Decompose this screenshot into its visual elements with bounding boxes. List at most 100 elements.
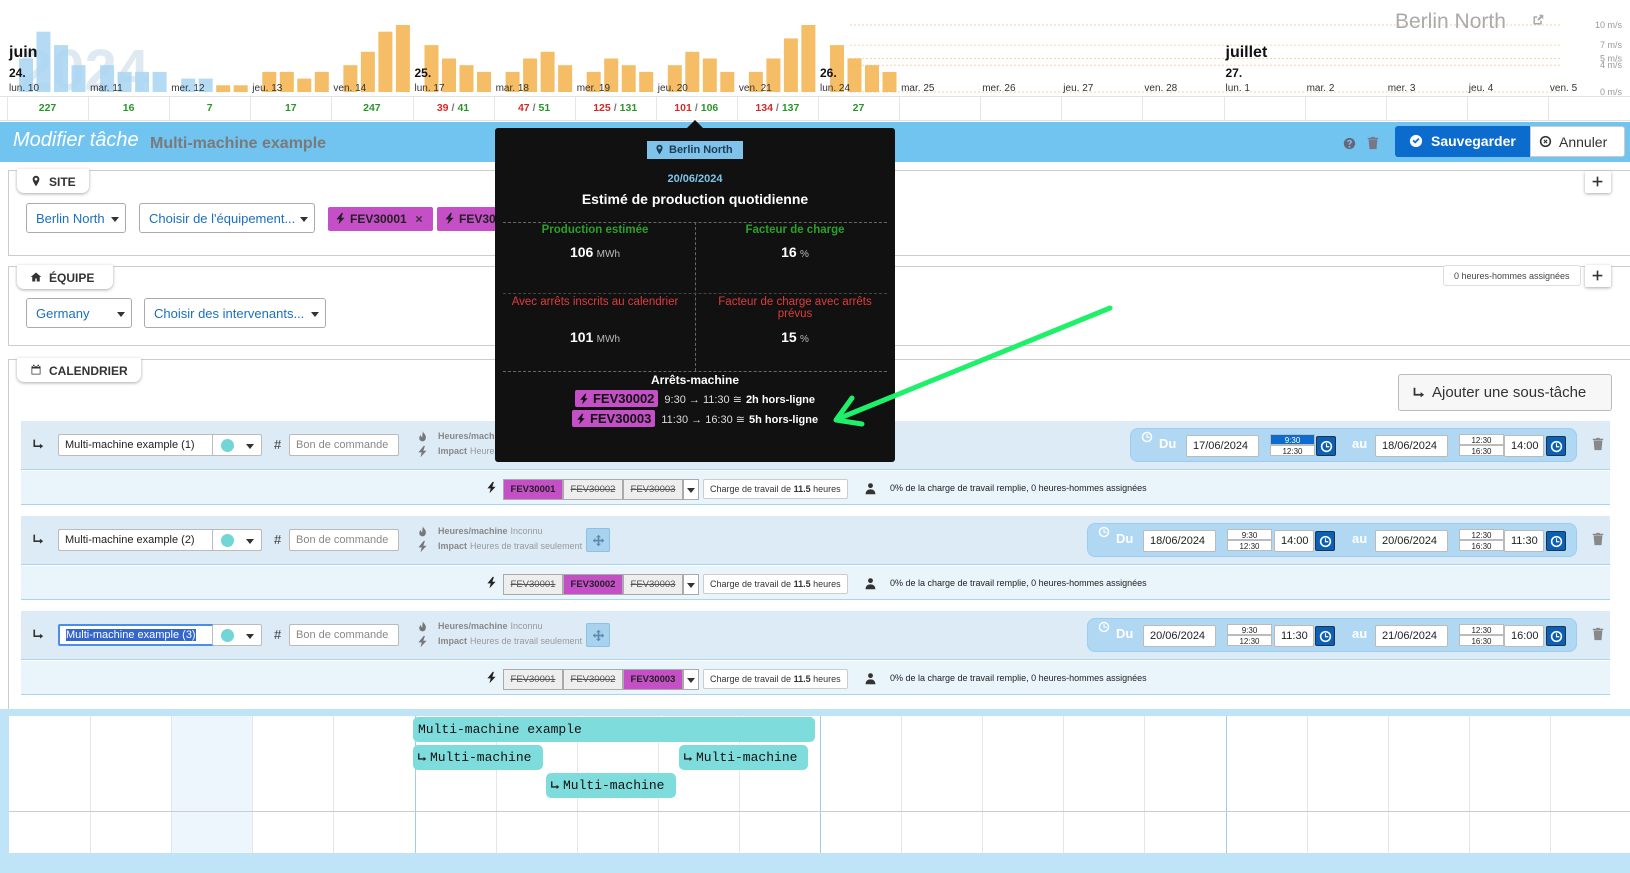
date-input[interactable]: 17/06/2024 (1186, 435, 1259, 457)
site-select[interactable]: Berlin North (26, 203, 126, 233)
time-input[interactable]: 11:30 (1504, 530, 1544, 552)
day-count: 101/106 (656, 102, 737, 116)
order-input[interactable]: Bon de commande (289, 434, 399, 456)
time-input[interactable]: 14:00 (1504, 435, 1544, 457)
machine-dropdown[interactable] (683, 479, 699, 500)
order-input[interactable]: Bon de commande (289, 529, 399, 551)
stops-title: Arrêts-machine (650, 373, 740, 387)
time-slot[interactable]: 12:30 (1459, 529, 1504, 540)
move-button[interactable] (586, 623, 610, 647)
subtask-name-input[interactable]: Multi-machine example (1) (58, 434, 232, 456)
machine-toggle[interactable]: FEV30002 (563, 669, 623, 690)
wind-bar (442, 58, 456, 92)
workload-hours: 11.5 (793, 579, 811, 589)
gantt-bar[interactable]: Multi-machine example (413, 717, 815, 742)
time-button[interactable] (1546, 626, 1566, 646)
bolt-icon (580, 393, 588, 405)
cal-icon (31, 364, 41, 375)
count-separator: / (451, 102, 455, 114)
time-slot[interactable]: 12:30 (1227, 540, 1272, 551)
add-button[interactable] (1585, 265, 1611, 287)
machine-toggle[interactable]: FEV30001 (503, 479, 563, 500)
subtask-name-input[interactable]: Multi-machine example (2) (58, 529, 232, 551)
time-slot[interactable]: 12:30 (1270, 445, 1315, 456)
day-count: 7 (169, 102, 250, 116)
color-dot (221, 439, 234, 452)
machine-dropdown[interactable] (683, 669, 699, 690)
plus-icon (1592, 270, 1603, 281)
date-input[interactable]: 20/06/2024 (1143, 625, 1216, 647)
time-slot[interactable]: 16:30 (1459, 540, 1504, 551)
time-input[interactable]: 14:00 (1274, 530, 1314, 552)
machine-toggle[interactable]: FEV30003 (623, 479, 683, 500)
machine-toggle[interactable]: FEV30003 (623, 574, 683, 595)
machine-hours-label: Heures/machine (438, 526, 508, 536)
time-slot[interactable]: 16:30 (1459, 445, 1504, 456)
from-label: Du (1159, 436, 1177, 451)
move-button[interactable] (586, 528, 610, 552)
tooltip-title: Estimé de production quotidienne (581, 191, 809, 207)
time-slot[interactable]: 12:30 (1227, 635, 1272, 646)
wind-bar (604, 58, 619, 92)
gantt-column-line (1063, 716, 1065, 853)
time-input[interactable]: 16:00 (1504, 625, 1544, 647)
country-select[interactable]: Germany (26, 298, 132, 328)
machine-toggle[interactable]: FEV30002 (563, 479, 623, 500)
gantt-bar[interactable]: Multi-machine (679, 745, 808, 770)
gantt-column-line (820, 716, 821, 853)
time-slot[interactable]: 12:30 (1459, 434, 1504, 445)
gantt-bar[interactable]: Multi-machine (546, 773, 676, 798)
day-separator (574, 97, 576, 120)
date-input[interactable]: 21/06/2024 (1375, 625, 1448, 647)
workers-select[interactable]: Choisir des intervenants... (144, 298, 326, 328)
fieldset-legend: SITE (17, 169, 89, 193)
equipment-chip[interactable]: FEV30001 (328, 207, 433, 231)
time-button[interactable] (1315, 531, 1335, 551)
count: 7 (206, 102, 213, 114)
time-button[interactable] (1546, 531, 1566, 551)
time-slot[interactable]: 16:30 (1459, 635, 1504, 646)
time-button[interactable] (1316, 436, 1336, 456)
time-input[interactable]: 11:30 (1274, 625, 1314, 647)
time-button[interactable] (1546, 436, 1566, 456)
strip-line (0, 96, 1630, 97)
trash-icon (1367, 136, 1379, 150)
wind-bar (314, 71, 329, 92)
add-subtask-button[interactable]: Ajouter une sous-tâche (1398, 374, 1612, 411)
cancel-button[interactable]: Annuler (1530, 126, 1625, 157)
workload: Charge de travail de 11.5 heures (703, 479, 848, 499)
time-slot[interactable]: 9:30 (1270, 434, 1315, 445)
tooltip-divider (503, 293, 887, 294)
time-button[interactable] (1315, 626, 1335, 646)
time-slot[interactable]: 9:30 (1227, 624, 1272, 635)
caret (246, 444, 254, 449)
date-input[interactable]: 18/06/2024 (1375, 435, 1448, 457)
machine-toggle[interactable]: FEV30001 (503, 669, 563, 690)
color-select[interactable] (212, 529, 262, 551)
machine-toggle[interactable]: FEV30002 (563, 574, 623, 595)
clock-icon (1098, 621, 1110, 633)
color-select[interactable] (212, 624, 262, 646)
date-input[interactable]: 18/06/2024 (1143, 530, 1216, 552)
machine-toggle[interactable]: FEV30001 (503, 574, 563, 595)
time-slot[interactable]: 9:30 (1227, 529, 1272, 540)
gantt-bar[interactable]: Multi-machine (413, 745, 543, 770)
workload-hours: 11.5 (793, 484, 811, 494)
save-button[interactable]: Sauvegarder (1395, 126, 1530, 157)
day-separator (818, 97, 819, 120)
date-input[interactable]: 20/06/2024 (1375, 530, 1448, 552)
add-button[interactable] (1585, 171, 1611, 193)
time-slot[interactable]: 12:30 (1459, 624, 1504, 635)
day-separator (412, 97, 414, 120)
day-separator (7, 97, 8, 120)
fieldset-legend: ÉQUIPE (17, 265, 113, 289)
count-with-stops: 47 (517, 102, 530, 114)
machine-dropdown[interactable] (683, 574, 699, 595)
day-label: ven. 14 (333, 83, 367, 94)
machine-toggle[interactable]: FEV30003 (623, 669, 683, 690)
equipment-select[interactable]: Choisir de l'équipement... (139, 203, 315, 233)
subtask-name-input[interactable]: Multi-machine example (3) (58, 624, 232, 646)
color-select[interactable] (212, 434, 262, 456)
order-input[interactable]: Bon de commande (289, 624, 399, 646)
